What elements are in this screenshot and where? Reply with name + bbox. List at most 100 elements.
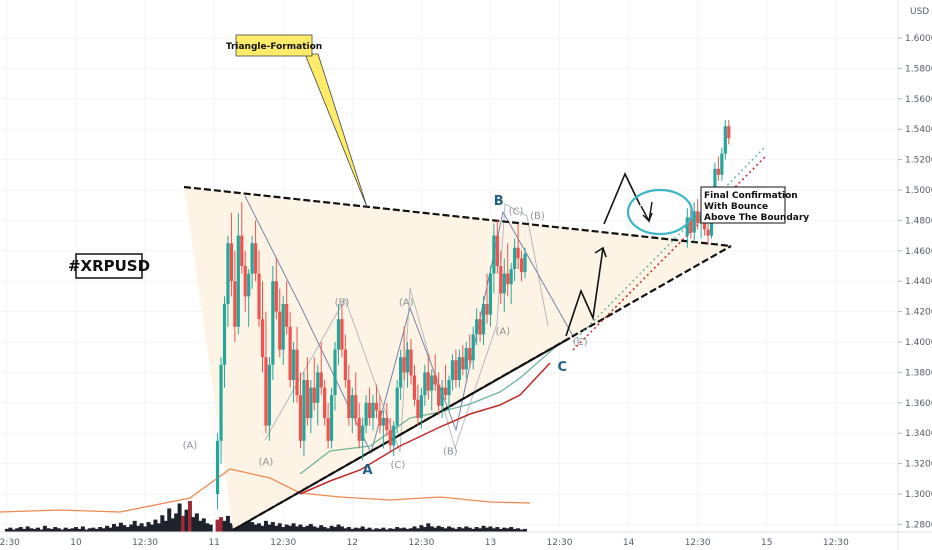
volume-bar (419, 525, 424, 532)
candle (381, 410, 385, 449)
candle-body (305, 380, 309, 418)
candle-body (395, 387, 399, 426)
volume-bar (415, 528, 420, 532)
candle (437, 372, 441, 415)
volume-bar (409, 528, 414, 532)
candle-body (488, 273, 493, 315)
wave-label-major: A (362, 463, 372, 478)
volume-bar (509, 527, 514, 532)
candle (689, 205, 693, 239)
projection-arrows (565, 172, 653, 337)
volume-bar (260, 525, 265, 532)
volume-bar (460, 528, 465, 532)
candle (236, 212, 240, 335)
candle-body (412, 375, 417, 400)
candle (319, 342, 323, 396)
callout-text: Triangle-Formation (226, 42, 322, 52)
volume-bar (270, 522, 275, 532)
volume-bar (70, 528, 75, 532)
candle (229, 212, 234, 297)
candle (291, 342, 296, 403)
volume-bar (136, 525, 141, 532)
volume-bar (267, 524, 272, 532)
candle-body (416, 399, 420, 418)
candle (316, 364, 320, 426)
time-tick-label: 12:30 (685, 538, 711, 548)
candle (343, 334, 347, 388)
candle-body (706, 229, 710, 236)
candle-body (309, 387, 313, 418)
volume-bar (32, 528, 37, 532)
candle (271, 266, 275, 380)
candle-body (685, 217, 689, 236)
candle (281, 296, 285, 365)
volume-bar (163, 520, 168, 532)
candle (378, 395, 382, 434)
candle (723, 120, 727, 160)
projection-arrow-up (565, 247, 604, 337)
triangle-callout: Triangle-Formation (226, 34, 368, 208)
wave-line-gray (264, 203, 549, 453)
candle (433, 354, 437, 391)
volume-bar (512, 528, 517, 532)
volume-bar (433, 527, 438, 532)
candle (357, 402, 361, 449)
candle-body (329, 395, 334, 441)
candle (240, 202, 244, 274)
candle-body (399, 357, 403, 388)
volume-bar (139, 523, 144, 532)
volume-bar (67, 528, 72, 532)
candle-body (475, 319, 479, 335)
candle (260, 281, 265, 373)
volume-bar (353, 527, 358, 532)
price-tick-label: 1.4600 (905, 247, 932, 257)
volume-bar (15, 528, 20, 532)
volume-bar (377, 528, 382, 532)
candle-body (468, 348, 472, 361)
time-tick-label: 12:30 (408, 538, 434, 548)
volume-bar (288, 525, 293, 532)
candle-body (509, 269, 513, 285)
candle-body (260, 319, 265, 358)
candle (385, 402, 389, 437)
candle (461, 345, 465, 376)
candle-body (471, 334, 475, 361)
volume-bar (118, 522, 123, 532)
volume-bar (398, 528, 403, 532)
candle-body (492, 235, 496, 274)
candle-body (247, 273, 251, 297)
volume-bar (222, 520, 227, 532)
candle-body (340, 319, 344, 350)
wave-label-minor: (A) (496, 326, 511, 337)
volume-bar (481, 525, 486, 532)
candle-body (696, 211, 700, 224)
candle (475, 308, 479, 346)
volume-bar (453, 528, 458, 532)
candle-body (361, 425, 365, 441)
volume-bar (326, 528, 331, 532)
volume-bar (84, 529, 89, 532)
candle (374, 384, 379, 418)
volume-bar (187, 501, 192, 532)
candle-body (513, 247, 517, 270)
volume-bar (39, 529, 44, 532)
candle (250, 235, 254, 289)
volume-bar (149, 524, 154, 532)
volume-bar (253, 524, 258, 532)
volume-bar (4, 528, 9, 532)
candle-body (443, 387, 448, 396)
candle (347, 364, 351, 426)
volume-bar (177, 503, 182, 532)
volume-bar (516, 528, 521, 532)
volume-bar (98, 527, 103, 532)
volume-bar (364, 528, 369, 532)
candle-body (264, 357, 268, 426)
volume-bars (4, 501, 527, 532)
candle (423, 364, 427, 406)
volume-bar (63, 527, 68, 532)
price-tick-label: 1.4400 (905, 277, 932, 287)
price-tick-label: 1.5200 (905, 156, 932, 166)
wave-label-major: B (494, 194, 504, 209)
volume-bar (111, 523, 116, 532)
triangle-fill (184, 187, 731, 530)
